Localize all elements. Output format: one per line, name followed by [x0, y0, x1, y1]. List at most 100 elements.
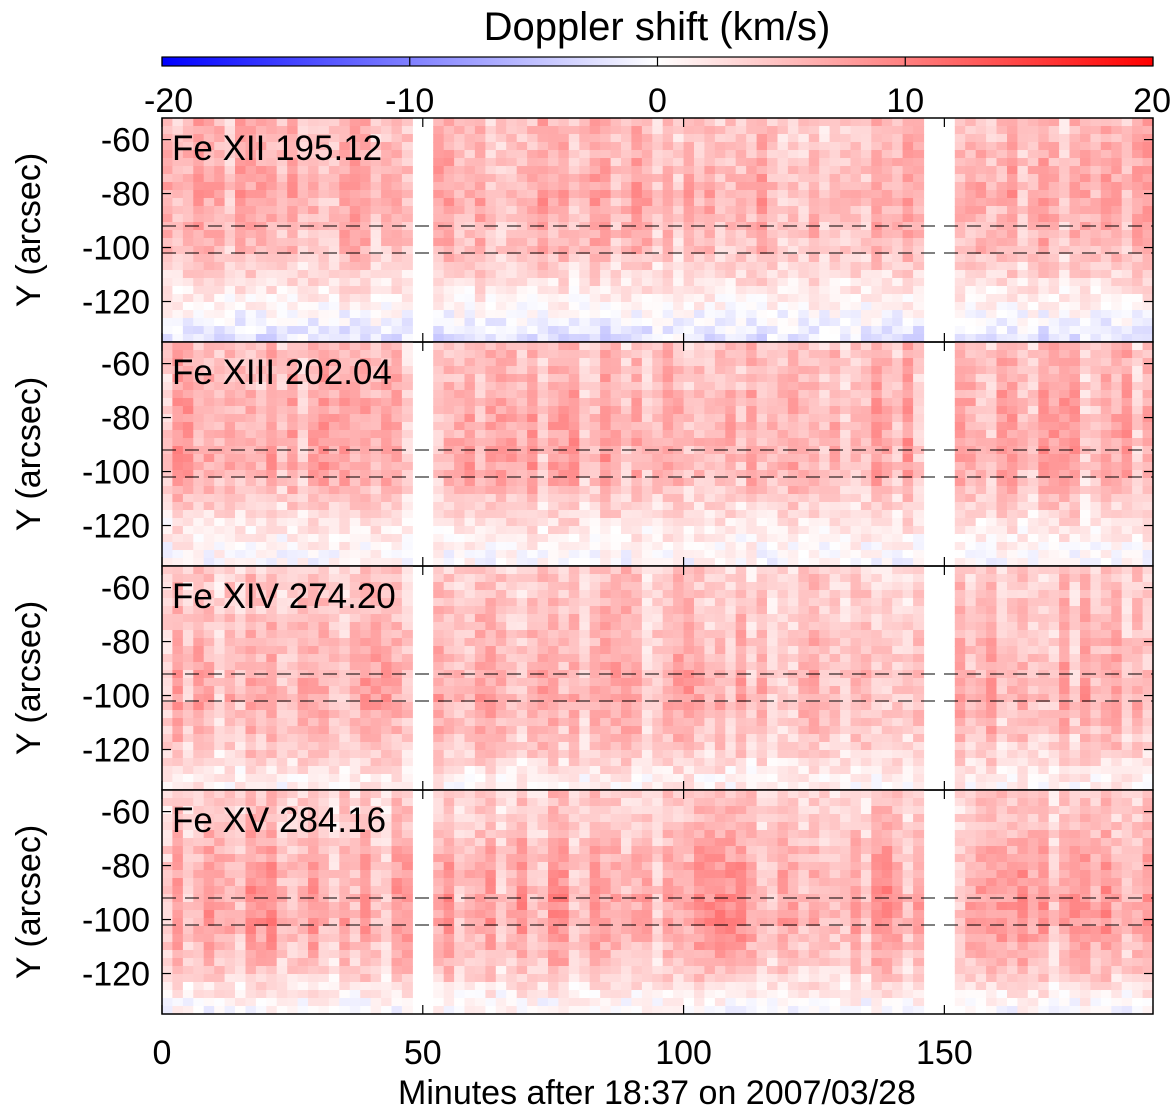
heatmap-cell: [474, 390, 486, 399]
heatmap-cell: [965, 238, 977, 247]
heatmap-cell: [318, 334, 330, 343]
heatmap-cell: [756, 190, 768, 199]
heatmap-cell: [986, 374, 998, 383]
heatmap-cell: [850, 518, 862, 527]
heatmap-cell: [1121, 262, 1133, 271]
heatmap-cell: [798, 238, 810, 247]
heatmap-cell: [381, 326, 393, 335]
heatmap-cell: [318, 142, 330, 151]
heatmap-cell: [829, 126, 841, 135]
heatmap-cell: [787, 198, 799, 207]
heatmap-cell: [474, 302, 486, 311]
heatmap-cell: [297, 182, 309, 191]
heatmap-cell: [485, 550, 497, 559]
heatmap-cell: [339, 558, 351, 567]
heatmap-cell: [767, 182, 778, 191]
heatmap-cell: [224, 310, 236, 319]
heatmap-cell: [1059, 558, 1071, 567]
heatmap-cell: [683, 118, 695, 127]
heatmap-cell: [704, 166, 716, 175]
heatmap-cell: [829, 150, 841, 159]
heatmap-cell: [829, 158, 841, 167]
heatmap-cell: [965, 206, 977, 215]
heatmap-cell: [495, 358, 507, 367]
heatmap-cell: [975, 486, 987, 495]
heatmap-cell: [787, 478, 799, 487]
heatmap-cell: [370, 414, 382, 423]
heatmap-cell: [840, 254, 852, 263]
heatmap-cell: [777, 414, 789, 423]
heatmap-cell: [819, 302, 831, 311]
heatmap-cell: [1100, 478, 1112, 487]
heatmap-cell: [360, 198, 372, 207]
heatmap-cell: [203, 174, 215, 183]
heatmap-cell: [808, 342, 820, 351]
heatmap-cell: [662, 198, 674, 207]
heatmap-cell: [1111, 206, 1123, 215]
heatmap-cell: [401, 262, 413, 271]
heatmap-cell: [1090, 558, 1102, 567]
heatmap-cell: [224, 382, 236, 391]
heatmap-cell: [485, 430, 497, 439]
heatmap-cell: [798, 526, 810, 535]
heatmap-cell: [704, 174, 716, 183]
heatmap-cell: [537, 398, 549, 407]
heatmap-cell: [558, 494, 570, 503]
heatmap-cell: [245, 366, 257, 375]
heatmap-cell: [255, 310, 267, 319]
heatmap-cell: [443, 494, 455, 503]
heatmap-cell: [860, 350, 872, 359]
heatmap-cell: [746, 342, 758, 351]
heatmap-cell: [673, 526, 685, 535]
heatmap-cell: [787, 302, 799, 311]
heatmap-cell: [871, 422, 883, 431]
heatmap-cell: [1100, 510, 1112, 519]
heatmap-cell: [433, 238, 445, 247]
heatmap-cell: [193, 262, 205, 271]
heatmap-cell: [308, 366, 319, 375]
heatmap-cell: [235, 334, 246, 343]
heatmap-cell: [902, 286, 914, 295]
heatmap-cell: [641, 486, 653, 495]
heatmap-cell: [954, 118, 966, 127]
heatmap-cell: [683, 438, 695, 447]
heatmap-cell: [214, 494, 226, 503]
heatmap-cell: [235, 198, 246, 207]
heatmap-cell: [245, 502, 257, 511]
heatmap-cell: [954, 318, 966, 327]
heatmap-cell: [308, 158, 319, 167]
heatmap-cell: [495, 478, 507, 487]
heatmap-cell: [704, 126, 716, 135]
heatmap-cell: [767, 118, 778, 127]
heatmap-cell: [860, 534, 872, 543]
heatmap-cell: [850, 422, 862, 431]
heatmap-cell: [673, 206, 685, 215]
heatmap-cell: [996, 526, 1008, 535]
heatmap-cell: [965, 326, 977, 335]
heatmap-cell: [1080, 286, 1091, 295]
heatmap-cell: [714, 390, 726, 399]
heatmap-cell: [756, 478, 768, 487]
heatmap-cell: [787, 390, 799, 399]
heatmap-cell: [1111, 310, 1123, 319]
heatmap-cell: [1111, 454, 1123, 463]
heatmap-cell: [537, 310, 549, 319]
heatmap-cell: [308, 494, 319, 503]
heatmap-cell: [767, 310, 778, 319]
heatmap-cell: [965, 430, 977, 439]
heatmap-cell: [798, 190, 810, 199]
heatmap-cell: [548, 454, 559, 463]
heatmap-cell: [360, 470, 372, 479]
heatmap-cell: [996, 182, 1008, 191]
heatmap-cell: [840, 230, 852, 239]
heatmap-cell: [391, 358, 403, 367]
heatmap-cell: [214, 358, 226, 367]
heatmap-cell: [1048, 518, 1060, 527]
heatmap-cell: [735, 246, 747, 255]
heatmap-cell: [433, 406, 445, 415]
heatmap-cell: [589, 230, 601, 239]
heatmap-cell: [725, 262, 737, 271]
heatmap-cell: [516, 342, 528, 351]
heatmap-cell: [610, 294, 622, 303]
heatmap-cell: [860, 478, 872, 487]
